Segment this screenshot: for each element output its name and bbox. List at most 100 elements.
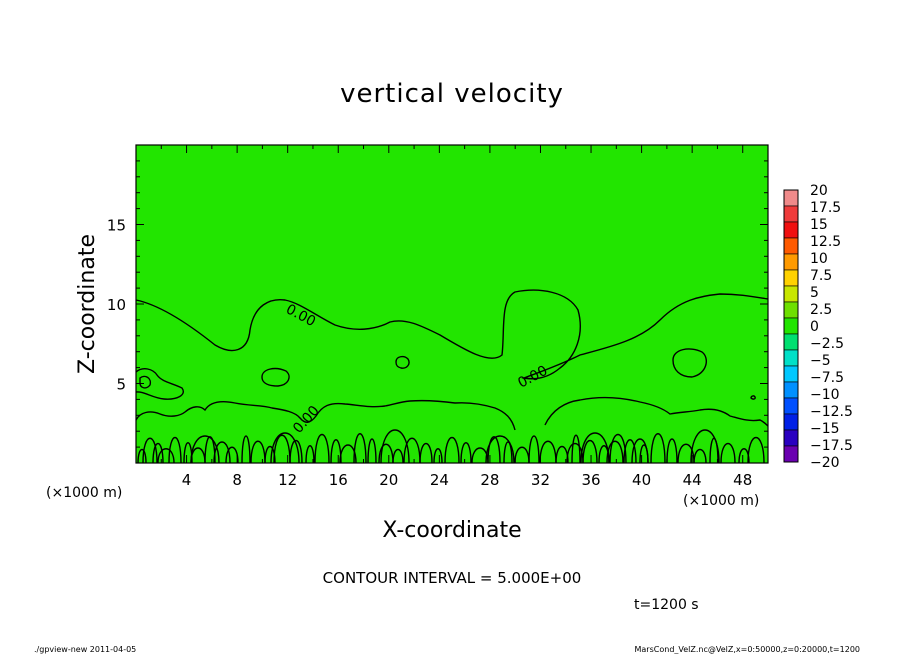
colorbar-label: 17.5: [810, 200, 841, 216]
x-tick-label: 20: [379, 471, 398, 489]
contour-line: [582, 440, 598, 464]
colorbar-swatch: [783, 381, 799, 399]
x-axis-label: X-coordinate: [382, 518, 521, 543]
contour-line: [677, 443, 695, 464]
colorbar-swatch: [783, 349, 799, 367]
footer-left: ./gpview-new 2011-04-05: [34, 645, 136, 654]
colorbar-swatch: [783, 301, 799, 319]
colorbar-label: 20: [810, 183, 828, 199]
x-tick-label: 8: [232, 471, 242, 489]
x-tick-label: 24: [430, 471, 449, 489]
contour-line: [444, 436, 460, 464]
contour-line: [190, 435, 220, 464]
contour-line: [225, 446, 239, 464]
contour-line: [433, 448, 443, 464]
contour-line: [403, 437, 421, 464]
contour-line: [631, 438, 649, 464]
contour-line: [270, 432, 300, 464]
contour-line: [487, 436, 501, 464]
contour-line: [419, 442, 433, 464]
colorbar-label: −7.5: [810, 370, 844, 386]
contour-line: [142, 437, 158, 464]
colorbar-swatch: [783, 429, 799, 447]
contour-line: [693, 448, 707, 464]
contour-line: [261, 367, 290, 387]
contour-line: [378, 443, 394, 464]
time-label: t=1200 s: [634, 597, 699, 613]
chart-title: vertical velocity: [340, 79, 564, 109]
contour-line: [747, 436, 765, 464]
contour-lines: [135, 289, 769, 464]
contour-line: [250, 440, 266, 464]
colorbar-swatch: [783, 205, 799, 223]
colorbar-label: 0: [810, 319, 819, 335]
y-axis-label: Z-coordinate: [75, 234, 100, 374]
colorbar-swatch: [783, 413, 799, 431]
contour-line: [135, 368, 184, 400]
x-tick-label: 28: [480, 471, 499, 489]
x-tick-label: 48: [733, 471, 752, 489]
colorbar-label: 2.5: [810, 302, 832, 318]
contour-line: [353, 433, 367, 464]
contour-line: [609, 433, 627, 464]
colorbar-swatch: [783, 445, 799, 463]
x-tick-label: 4: [182, 471, 192, 489]
colorbar-label: −12.5: [810, 404, 853, 420]
colorbar-label: −2.5: [810, 336, 844, 352]
colorbar-swatch: [783, 397, 799, 415]
colorbar-label: 10: [810, 251, 828, 267]
colorbar-label: −10: [810, 387, 840, 403]
x-axis: 4 8 12 16 20 24 28 32 36 40 44 48: [160, 145, 752, 489]
colorbar: 2017.51512.5107.552.50−2.5−5−7.5−10−12.5…: [783, 183, 853, 471]
colorbar-label: 7.5: [810, 268, 832, 284]
contour-line: [395, 355, 410, 369]
colorbar-frame: [783, 189, 799, 463]
contour-line: [485, 435, 515, 464]
contour-line: [241, 435, 251, 464]
x-tick-label: 12: [278, 471, 297, 489]
plot-area: [135, 144, 769, 464]
contour-line: [367, 438, 377, 464]
colorbar-swatch: [783, 237, 799, 255]
contour-line: [305, 445, 315, 464]
x-tick-label: 36: [581, 471, 600, 489]
x-tick-label: 16: [329, 471, 348, 489]
footer-right: MarsCond_VelZ.nc@VelZ,x=0:50000,z=0:2000…: [635, 645, 861, 654]
contour-line: [137, 448, 147, 464]
colorbar-swatch: [783, 285, 799, 303]
contour-line: [690, 429, 720, 464]
x-unit-left: (×1000 m): [46, 485, 122, 501]
colorbar-label: −15: [810, 421, 840, 437]
contour-line: [273, 434, 291, 464]
colorbar-label: 12.5: [810, 234, 841, 250]
contour-line: [139, 375, 152, 389]
colorbar-swatch: [783, 253, 799, 271]
colorbar-label: −20: [810, 455, 840, 471]
contour-line: [666, 438, 678, 464]
colorbar-label: 5: [810, 285, 819, 301]
contour-line: [623, 439, 637, 464]
x-tick-label: 32: [531, 471, 550, 489]
colorbar-swatch: [783, 317, 799, 335]
contour-line: [339, 444, 357, 464]
colorbar-label: −5: [810, 353, 831, 369]
y-axis: 5 10 15: [107, 160, 768, 448]
contour-line: [152, 442, 164, 464]
contour-line: [168, 437, 182, 464]
x-tick-label: 44: [683, 471, 702, 489]
contour-line: [672, 348, 708, 378]
contour-interval: CONTOUR INTERVAL = 5.000E+00: [323, 569, 582, 587]
contour-line: [571, 434, 581, 464]
y-tick-label: 5: [116, 376, 126, 394]
contour-line: [213, 441, 231, 464]
colorbar-label: 15: [810, 217, 828, 233]
contour-line: [566, 443, 584, 464]
contour-line: [750, 395, 756, 400]
contour-line: [460, 442, 472, 464]
colorbar-swatch: [783, 365, 799, 383]
x-unit-right: (×1000 m): [683, 493, 759, 509]
contour-line: [650, 433, 666, 464]
y-tick-label: 15: [107, 217, 126, 235]
contour-line: [392, 448, 404, 464]
